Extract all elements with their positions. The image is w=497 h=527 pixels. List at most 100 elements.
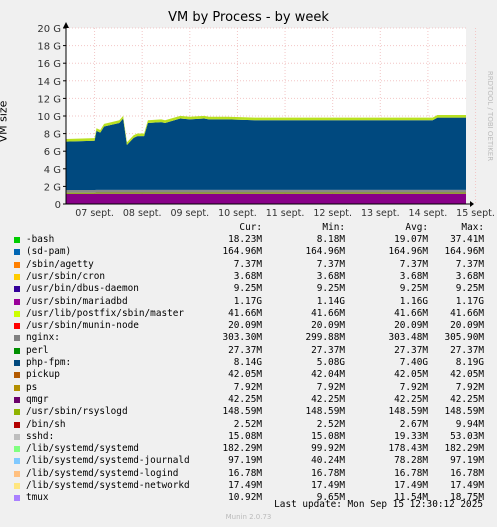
legend-row: perl 27.37M 27.37M 27.37M 27.37M bbox=[0, 345, 497, 357]
legend-swatch bbox=[14, 273, 20, 280]
legend-name: /usr/sbin/rsyslogd bbox=[26, 406, 128, 418]
legend-name: /lib/systemd/systemd-logind bbox=[26, 467, 179, 479]
legend-min: 148.59M bbox=[305, 406, 345, 418]
legend-row: /usr/lib/postfix/sbin/master 41.66M 41.66M… bbox=[0, 308, 497, 320]
legend-max: 18.75M bbox=[450, 492, 484, 504]
munin-version: Munin 2.0.73 bbox=[225, 513, 272, 521]
legend-name: php-fpm: bbox=[26, 357, 72, 368]
legend-swatch bbox=[14, 347, 20, 354]
y-tick-label: 4 G bbox=[44, 165, 61, 176]
legend-avg: 2.67M bbox=[399, 418, 428, 430]
legend-avg: 303.48M bbox=[388, 332, 428, 344]
legend-name: /usr/sbin/mariadbd bbox=[26, 295, 128, 307]
legend-name: /usr/sbin/munin-node bbox=[26, 320, 139, 332]
y-tick-label: 20 G bbox=[37, 24, 61, 35]
legend-swatch bbox=[14, 249, 20, 256]
legend-row: /sbin/agetty 7.37M 7.37M 7.37M 7.37M bbox=[0, 259, 497, 271]
legend-avg: 20.09M bbox=[394, 320, 428, 332]
legend-row: /usr/sbin/cron 3.68M 3.68M 3.68M 3.68M bbox=[0, 271, 497, 283]
area-series bbox=[66, 193, 466, 204]
legend-row: /lib/systemd/systemd-networkd 17.49M 17.49… bbox=[0, 480, 497, 492]
legend-swatch bbox=[14, 446, 20, 453]
header-avg: Avg: bbox=[405, 222, 428, 233]
legend-name: /usr/lib/postfix/sbin/master bbox=[26, 307, 185, 319]
legend-avg: 19.07M bbox=[394, 234, 428, 245]
legend-min: 2.52M bbox=[316, 418, 345, 430]
area-series bbox=[66, 117, 466, 191]
legend-avg: 42.25M bbox=[394, 393, 428, 405]
x-tick-label: 08 sept. bbox=[123, 208, 162, 219]
y-tick-label: 6 G bbox=[44, 147, 61, 158]
legend-swatch bbox=[14, 458, 20, 465]
legend-swatch bbox=[14, 335, 20, 342]
legend-max: 41.66M bbox=[450, 307, 484, 319]
area-series bbox=[66, 192, 466, 194]
legend-name: tmux bbox=[26, 492, 49, 504]
legend-max: 37.41M bbox=[450, 234, 484, 245]
x-tick-label: 11 sept. bbox=[266, 208, 305, 219]
legend-max: 9.25M bbox=[455, 283, 484, 295]
legend-swatch bbox=[14, 286, 20, 293]
legend-cur: 16.78M bbox=[228, 467, 262, 479]
legend-swatch bbox=[14, 396, 20, 403]
legend-avg: 27.37M bbox=[394, 344, 428, 356]
legend-avg: 17.49M bbox=[394, 480, 428, 491]
legend-cur: 1.17G bbox=[233, 295, 262, 307]
legend-header: Cur: Min: Avg: Max: bbox=[0, 222, 497, 234]
legend-cur: 7.37M bbox=[233, 258, 262, 270]
legend-swatch bbox=[14, 421, 20, 428]
legend-cur: 8.14G bbox=[233, 357, 262, 368]
legend-swatch bbox=[14, 384, 20, 391]
legend-cur: 97.19M bbox=[228, 455, 262, 467]
legend-max: 1.17G bbox=[455, 295, 484, 307]
legend-min: 164.96M bbox=[305, 246, 345, 258]
legend-avg: 41.66M bbox=[394, 307, 428, 319]
legend-avg: 1.16G bbox=[399, 295, 428, 307]
legend-min: 8.18M bbox=[316, 234, 345, 245]
legend-cur: 2.52M bbox=[233, 418, 262, 430]
legend-max: 7.92M bbox=[455, 381, 484, 393]
stacked-areas bbox=[66, 115, 466, 204]
legend-row: nginx: 303.30M 299.88M 303.48M 305.90M bbox=[0, 332, 497, 344]
area-series bbox=[66, 189, 466, 193]
x-tick-label: 14 sept. bbox=[409, 208, 448, 219]
header-min: Min: bbox=[322, 222, 345, 233]
legend-min: 7.92M bbox=[316, 381, 345, 393]
legend-row: php-fpm: 8.14G 5.08G 7.40G 8.19G bbox=[0, 357, 497, 369]
legend-min: 20.09M bbox=[311, 320, 345, 332]
legend-max: 42.25M bbox=[450, 393, 484, 405]
legend-min: 9.25M bbox=[316, 283, 345, 295]
last-update: Last update: Mon Sep 15 12:30:12 2025 bbox=[274, 499, 483, 510]
y-tick-label: 16 G bbox=[37, 59, 61, 70]
legend-name: perl bbox=[26, 344, 49, 356]
x-tick-label: 15 sept. bbox=[456, 208, 495, 219]
legend-min: 15.08M bbox=[311, 430, 345, 442]
legend-max: 17.49M bbox=[450, 480, 484, 491]
legend-row: pickup 42.05M 42.04M 42.05M 42.05M bbox=[0, 369, 497, 381]
y-tick-label: 12 G bbox=[37, 94, 61, 105]
legend-max: 9.94M bbox=[455, 418, 484, 430]
y-tick-label: 8 G bbox=[44, 130, 61, 141]
legend-min: 1.14G bbox=[316, 295, 345, 307]
legend-name: /usr/sbin/cron bbox=[26, 270, 106, 282]
legend-row: /bin/sh 2.52M 2.52M 2.67M 9.94M bbox=[0, 419, 497, 431]
legend-max: 7.37M bbox=[455, 258, 484, 270]
legend-avg: 3.68M bbox=[399, 270, 428, 282]
legend-row: /usr/sbin/rsyslogd 148.59M 148.59M 148.59M 1… bbox=[0, 406, 497, 418]
vm-chart: 0 2 G 4 G 6 G 8 G 10 G 12 G 14 G 16 G 18 G 20 G 07… bbox=[37, 22, 495, 219]
legend-cur: 15.08M bbox=[228, 430, 262, 442]
x-tick-label: 07 sept. bbox=[75, 208, 114, 219]
legend-min: 7.37M bbox=[316, 258, 345, 270]
legend-cur: 20.09M bbox=[228, 320, 262, 332]
legend-min: 42.25M bbox=[311, 393, 345, 405]
legend-avg: 7.40G bbox=[399, 357, 428, 368]
legend-avg: 42.05M bbox=[394, 369, 428, 381]
chart-title: VM by Process - by week bbox=[168, 10, 329, 25]
legend-avg: 11.54M bbox=[394, 492, 428, 504]
y-axis-arrow bbox=[63, 22, 69, 28]
legend-name: (sd-pam) bbox=[26, 246, 72, 258]
legend-row: /usr/bin/dbus-daemon 9.25M 9.25M 9.25M 9.25M bbox=[0, 283, 497, 295]
legend-max: 42.05M bbox=[450, 369, 484, 381]
legend-cur: 182.29M bbox=[222, 443, 262, 455]
legend-avg: 78.28M bbox=[394, 455, 428, 467]
